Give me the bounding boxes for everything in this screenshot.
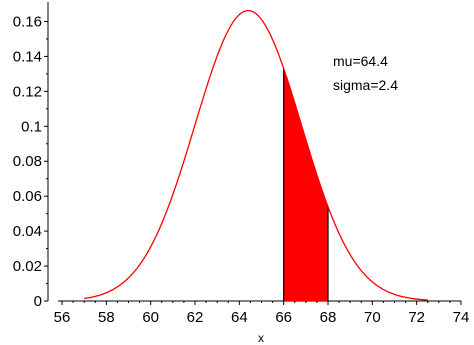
y-tick-label: 0.16 xyxy=(13,13,42,30)
x-tick-label: 64 xyxy=(231,309,248,326)
y-tick-label: 0.12 xyxy=(13,83,42,100)
x-axis-label: x xyxy=(258,331,264,345)
y-tick-label: 0.08 xyxy=(13,153,42,170)
shaded-area xyxy=(283,68,329,302)
y-tick-label: 0.04 xyxy=(13,223,42,240)
x-tick-label: 58 xyxy=(98,309,115,326)
x-tick-label: 60 xyxy=(142,309,159,326)
shaded-region xyxy=(283,68,328,302)
density-curve xyxy=(84,9,428,301)
x-tick-label: 62 xyxy=(187,309,204,326)
x-tick-label: 56 xyxy=(54,309,71,326)
mu-annotation: mu=64.4 xyxy=(333,53,388,69)
x-tick-label: 68 xyxy=(320,309,337,326)
x-tick-label: 66 xyxy=(275,309,292,326)
y-tick-label: 0.06 xyxy=(13,188,42,205)
density-line xyxy=(84,9,428,301)
sigma-annotation: sigma=2.4 xyxy=(333,77,398,93)
y-tick-label: 0.1 xyxy=(21,118,42,135)
x-tick-label: 72 xyxy=(408,309,425,326)
y-axis: 0 0.02 0.04 0.06 0.08 0.1 0.12 0.14 0.16 xyxy=(13,2,49,310)
x-axis: 56 58 60 62 64 66 68 70 72 74 xyxy=(54,300,470,326)
x-tick-label: 70 xyxy=(364,309,381,326)
x-tick-label: 74 xyxy=(453,309,470,326)
y-tick-label: 0 xyxy=(34,293,42,310)
y-tick-label: 0.02 xyxy=(13,258,42,275)
y-tick-label: 0.14 xyxy=(13,48,42,65)
